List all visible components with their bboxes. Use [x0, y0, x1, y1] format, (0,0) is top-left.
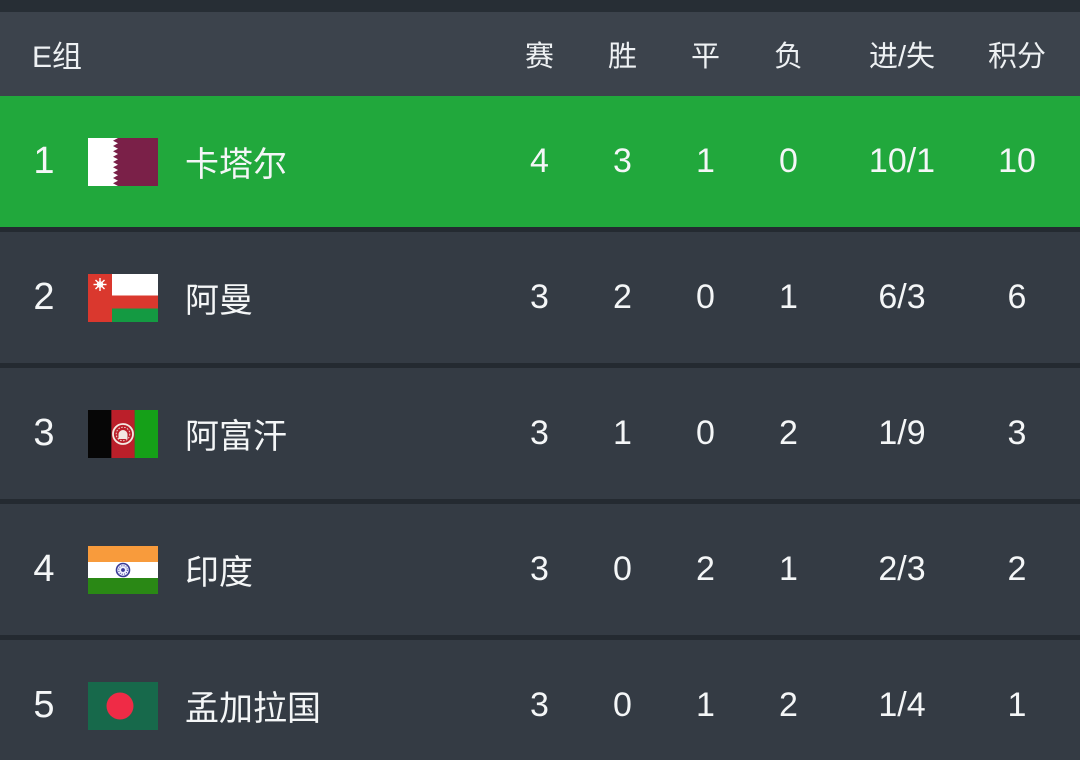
column-header-played: 赛 — [524, 41, 554, 73]
column-header-goals: 进/失 — [868, 41, 936, 73]
stat-points: 10 — [998, 142, 1036, 180]
stat-goals: 1/9 — [878, 414, 926, 452]
stat-lost: 2 — [779, 414, 798, 452]
stat-drawn: 0 — [696, 414, 715, 452]
india-flag-icon — [88, 545, 168, 594]
stat-goals: 2/3 — [878, 550, 926, 588]
stat-goals: 10/1 — [868, 142, 936, 180]
oman-flag-icon — [88, 273, 168, 322]
standings-rows: 1 卡塔尔 4 3 1 0 10/1 10 2 阿曼 3 2 0 1 6/3 6… — [0, 96, 1080, 760]
stat-goals: 6/3 — [878, 278, 926, 316]
stat-drawn: 1 — [696, 686, 715, 724]
rank-number: 2 — [33, 276, 55, 318]
stat-points: 2 — [1007, 550, 1027, 588]
team-name: 印度 — [185, 554, 253, 592]
stat-points: 6 — [1007, 278, 1027, 316]
stat-drawn: 2 — [696, 550, 715, 588]
afghanistan-flag-icon — [88, 409, 168, 458]
rank-number: 1 — [33, 140, 55, 182]
stat-lost: 2 — [779, 686, 798, 724]
column-header-points: 积分 — [987, 41, 1046, 73]
stat-lost: 1 — [779, 550, 798, 588]
top-strip — [0, 0, 1080, 12]
table-row-afghanistan[interactable]: 3 阿富汗 3 1 0 2 1/9 3 — [0, 368, 1080, 504]
table-row-india[interactable]: 4 印度 3 0 2 1 2/3 2 — [0, 504, 1080, 640]
stat-won: 0 — [613, 686, 632, 724]
stat-goals: 1/4 — [878, 686, 926, 724]
stat-won: 0 — [613, 550, 632, 588]
stat-won: 1 — [613, 414, 632, 452]
stat-drawn: 1 — [696, 142, 715, 180]
team-name: 阿富汗 — [185, 418, 287, 456]
stat-points: 3 — [1007, 414, 1027, 452]
rank-number: 3 — [33, 412, 55, 454]
bangladesh-flag-icon — [88, 681, 168, 730]
column-header-drawn: 平 — [690, 41, 720, 73]
team-name: 阿曼 — [185, 282, 253, 320]
rank-number: 5 — [33, 684, 55, 726]
table-row-bangladesh[interactable]: 5 孟加拉国 3 0 1 2 1/4 1 — [0, 640, 1080, 760]
column-header-lost: 负 — [773, 41, 803, 73]
stat-played: 3 — [530, 414, 549, 452]
team-name: 孟加拉国 — [185, 690, 321, 728]
rank-number: 4 — [33, 548, 55, 590]
table-row-qatar[interactable]: 1 卡塔尔 4 3 1 0 10/1 10 — [0, 96, 1080, 232]
stat-played: 4 — [530, 142, 549, 180]
team-name: 卡塔尔 — [185, 146, 287, 184]
stat-played: 3 — [530, 278, 549, 316]
stat-won: 3 — [613, 142, 632, 180]
stat-lost: 1 — [779, 278, 798, 316]
stat-points: 1 — [1007, 686, 1027, 724]
stat-played: 3 — [530, 550, 549, 588]
table-header: E组 赛 胜 平 负 进/失 积分 — [0, 12, 1080, 96]
column-header-won: 胜 — [607, 41, 637, 73]
table-row-oman[interactable]: 2 阿曼 3 2 0 1 6/3 6 — [0, 232, 1080, 368]
stat-played: 3 — [530, 686, 549, 724]
stat-drawn: 0 — [696, 278, 715, 316]
stat-lost: 0 — [779, 142, 798, 180]
group-label: E组 — [32, 41, 83, 74]
stat-won: 2 — [613, 278, 632, 316]
qatar-flag-icon — [88, 137, 168, 186]
